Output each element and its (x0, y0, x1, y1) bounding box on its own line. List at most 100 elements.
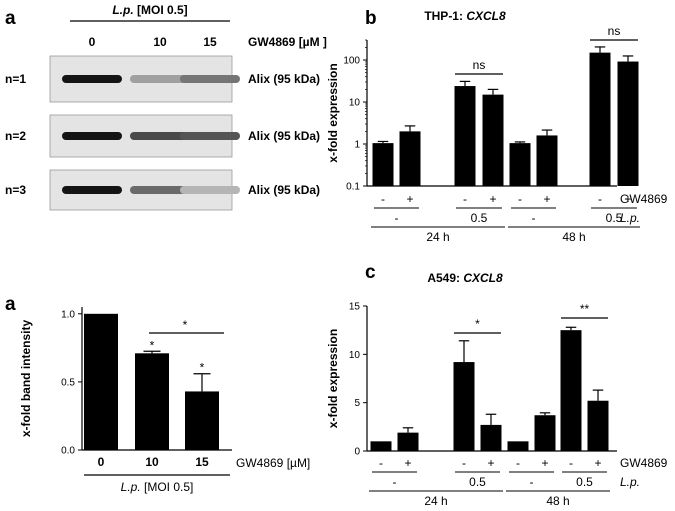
gw4869-mark: + (543, 192, 550, 206)
gw4869-mark: + (404, 456, 411, 470)
time-label: 48 h (546, 494, 569, 508)
blot-band (130, 186, 190, 194)
blot-header-moi: [MOI 0.5] (137, 3, 188, 17)
group-label: L.p. [MOI 0.5] (121, 480, 194, 494)
blot-row: n=3 Alix (95 kDa) (5, 169, 320, 211)
lp-mark: 0.5 (576, 475, 593, 489)
lp-mark: - (393, 475, 397, 489)
gw4869-mark: - (518, 192, 522, 206)
y-axis-label: x-fold expression (326, 329, 340, 428)
bar (372, 143, 394, 186)
lp-mark: - (532, 211, 536, 225)
gw4869-mark: + (489, 192, 496, 206)
chart-band-intensity: 0.0 0.5 1.0 x-fold band intensity 0 10 15 GW486… (19, 307, 310, 494)
y-tick-label: 10 (349, 98, 361, 109)
y-axis-label: x-fold band intensity (19, 320, 33, 438)
bar (135, 353, 169, 450)
blot-band (62, 75, 122, 83)
bar (370, 441, 392, 451)
chart-title-cell: A549: (427, 271, 460, 285)
chart-title-cell: THP-1: (424, 9, 463, 23)
gw4869-label: GW4869 (620, 456, 668, 470)
y-tick-label: 0.0 (61, 446, 75, 457)
gw4869-mark: - (598, 192, 602, 206)
bar (454, 86, 476, 186)
bar (482, 94, 504, 186)
gw4869-mark: - (462, 456, 466, 470)
comparison-label: ** (580, 302, 590, 316)
lp-mark: - (395, 211, 399, 225)
panel-label-c: c (365, 262, 376, 283)
blot-protein-label: Alix (95 kDa) (248, 72, 320, 86)
y-tick-label: 15 (349, 302, 361, 313)
blot-dose-label: 10 (153, 35, 167, 49)
y-tick-label: 1 (354, 140, 360, 151)
gw4869-mark: + (624, 192, 631, 206)
blot-band (62, 186, 122, 194)
blot-dose-label: 0 (89, 35, 96, 49)
gw4869-mark: - (381, 192, 385, 206)
blot-band (62, 132, 122, 140)
chart-title: A549: CXCL8 (427, 271, 503, 285)
bar (397, 432, 419, 451)
blot-protein-label: Alix (95 kDa) (248, 183, 320, 197)
lp-mark: - (530, 475, 534, 489)
western-blot: L.p. [MOI 0.5] 0 10 15 GW4869 [µM ] n=1 Ali… (5, 3, 327, 211)
blot-header: L.p. [MOI 0.5] (112, 3, 187, 17)
significance-star: * (200, 361, 205, 375)
y-tick-label: 0.1 (346, 182, 360, 193)
gw4869-mark: - (463, 192, 467, 206)
chart-title: THP-1: CXCL8 (424, 9, 506, 23)
bar (453, 362, 475, 451)
x-tick-label: 10 (145, 455, 159, 469)
lp-label: L.p. (620, 211, 640, 225)
y-tick-label: 100 (343, 56, 360, 67)
blot-band (180, 186, 240, 194)
time-label: 24 h (426, 230, 449, 244)
blot-band (180, 132, 240, 140)
gw4869-mark: + (594, 456, 601, 470)
bar (185, 391, 219, 450)
gw4869-mark: - (379, 456, 383, 470)
x-tick-label: 15 (195, 455, 209, 469)
blot-band (130, 132, 190, 140)
y-tick-label: 5 (354, 398, 360, 409)
bar (507, 441, 529, 451)
y-tick-label: 0 (354, 447, 360, 458)
group-label-moi: [MOI 0.5] (141, 480, 194, 494)
blot-replicate-label: n=1 (5, 72, 26, 86)
comparison-label: ns (608, 24, 621, 38)
bar (480, 424, 502, 451)
chart-title-gene: CXCL8 (460, 271, 503, 285)
bar (536, 135, 558, 186)
y-axis-label: x-fold expression (326, 63, 340, 162)
blot-replicate-label: n=2 (5, 129, 26, 143)
group-label-lp: L.p. (121, 480, 141, 494)
blot-protein-label: Alix (95 kDa) (248, 129, 320, 143)
gw4869-mark: - (516, 456, 520, 470)
blot-dose-label: 15 (203, 35, 217, 49)
significance-star: * (150, 338, 155, 352)
bar (587, 400, 609, 451)
gw4869-mark: + (406, 192, 413, 206)
gw4869-mark: + (487, 456, 494, 470)
bar (589, 52, 611, 186)
panel-label-a-bottom: a (5, 294, 16, 315)
blot-treatment-label: GW4869 [µM ] (248, 35, 327, 49)
y-tick-label: 1.0 (61, 309, 75, 320)
gw4869-mark: - (569, 456, 573, 470)
gw4869-label: GW4869 (620, 192, 668, 206)
blot-row: n=1 Alix (95 kDa) (5, 55, 320, 103)
x-tick-label: 0 (98, 455, 105, 469)
blot-band (130, 75, 190, 83)
lp-mark: 0.5 (471, 211, 488, 225)
panel-label-b: b (365, 8, 377, 29)
lp-mark: 0.5 (469, 475, 486, 489)
blot-band (180, 75, 240, 83)
bar (84, 313, 118, 450)
comparison-label: ns (473, 58, 486, 72)
comparison-label: * (475, 317, 480, 331)
